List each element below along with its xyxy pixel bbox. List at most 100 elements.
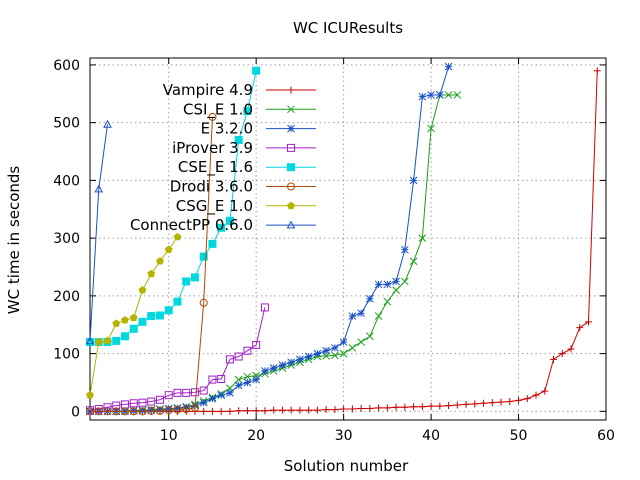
data-point: [278, 361, 287, 370]
legend-item: E 3.2.0: [201, 120, 316, 138]
series-3: [86, 303, 269, 415]
data-point: [103, 336, 112, 345]
data-point: [322, 346, 330, 355]
data-point: [164, 406, 173, 415]
data-point: [558, 350, 566, 358]
data-point: [366, 404, 374, 412]
legend-label: E 3.2.0: [201, 120, 253, 138]
data-point: [86, 407, 94, 416]
data-point: [103, 119, 112, 128]
data-point: [94, 184, 104, 193]
data-point: [366, 294, 374, 303]
legend-item: CSG_E 1.0: [176, 197, 316, 216]
legend-item: CSE_E 1.6: [178, 158, 316, 177]
data-point: [357, 338, 365, 346]
data-point: [357, 309, 365, 318]
data-point: [225, 216, 234, 225]
data-point: [243, 107, 252, 116]
data-point: [138, 407, 147, 416]
data-point: [357, 404, 365, 412]
data-point: [400, 277, 409, 286]
data-point: [269, 364, 278, 372]
data-point: [252, 375, 261, 384]
data-point: [129, 406, 138, 415]
data-point: [436, 402, 444, 410]
data-point: [234, 135, 243, 144]
data-point: [287, 163, 295, 172]
data-point: [410, 403, 418, 411]
data-point: [112, 319, 121, 327]
data-point: [234, 381, 243, 390]
data-point: [270, 406, 278, 414]
data-point: [339, 338, 348, 346]
y-tick-label: 600: [53, 58, 80, 74]
legend-item: Drodi 3.6.0: [170, 178, 316, 196]
data-point: [435, 91, 444, 99]
legend-label: CSE_E 1.6: [178, 158, 253, 177]
data-point: [156, 405, 164, 414]
data-point: [348, 312, 357, 320]
x-tick-label: 10: [160, 428, 178, 444]
data-point: [593, 67, 601, 75]
data-point: [112, 407, 121, 416]
data-point: [129, 399, 138, 408]
data-point: [147, 406, 156, 415]
data-point: [199, 398, 208, 407]
data-point: [418, 403, 426, 411]
legend-item: CSI_E 1.0: [183, 100, 316, 119]
data-point: [462, 400, 470, 408]
data-point: [190, 403, 199, 412]
data-point: [313, 349, 322, 358]
data-point: [155, 395, 164, 404]
data-point: [383, 404, 391, 412]
data-point: [182, 277, 191, 286]
data-point: [112, 336, 121, 345]
y-tick-label: 100: [53, 347, 80, 363]
data-point: [331, 343, 339, 352]
data-point: [243, 378, 252, 387]
data-point: [208, 239, 217, 248]
data-point: [86, 391, 94, 399]
data-point: [287, 124, 295, 133]
data-point: [208, 394, 217, 403]
data-point: [348, 343, 357, 352]
data-point: [375, 404, 383, 412]
grid-lines: [90, 58, 607, 420]
x-axis-title: Solution number: [284, 457, 409, 475]
data-point: [427, 124, 435, 133]
data-point: [261, 407, 269, 415]
data-point: [138, 285, 147, 294]
data-point: [392, 403, 400, 411]
data-point: [383, 297, 392, 306]
data-point: [287, 201, 295, 210]
data-point: [506, 398, 514, 406]
legend-label: CSI_E 1.0: [183, 100, 253, 119]
x-tick-label: 40: [422, 428, 440, 444]
data-point: [147, 312, 156, 321]
data-point: [261, 367, 269, 375]
data-point: [409, 176, 418, 185]
data-point: [138, 317, 147, 326]
data-point: [287, 406, 295, 414]
legend-label: Vampire 4.9: [163, 81, 253, 99]
data-point: [488, 399, 496, 407]
data-point: [541, 387, 549, 395]
data-point: [243, 372, 252, 381]
data-point: [173, 404, 182, 413]
data-point: [427, 402, 435, 410]
y-tick-label: 0: [71, 404, 80, 420]
data-point: [252, 66, 261, 75]
data-point: [348, 405, 356, 413]
data-point: [225, 355, 234, 364]
data-point: [129, 407, 138, 416]
x-tick-label: 60: [597, 428, 615, 444]
data-point: [217, 223, 226, 232]
data-point: [427, 91, 435, 99]
data-point: [296, 355, 304, 364]
data-point: [453, 401, 461, 409]
data-point: [305, 406, 313, 414]
data-point: [182, 403, 191, 412]
data-point: [286, 220, 296, 229]
